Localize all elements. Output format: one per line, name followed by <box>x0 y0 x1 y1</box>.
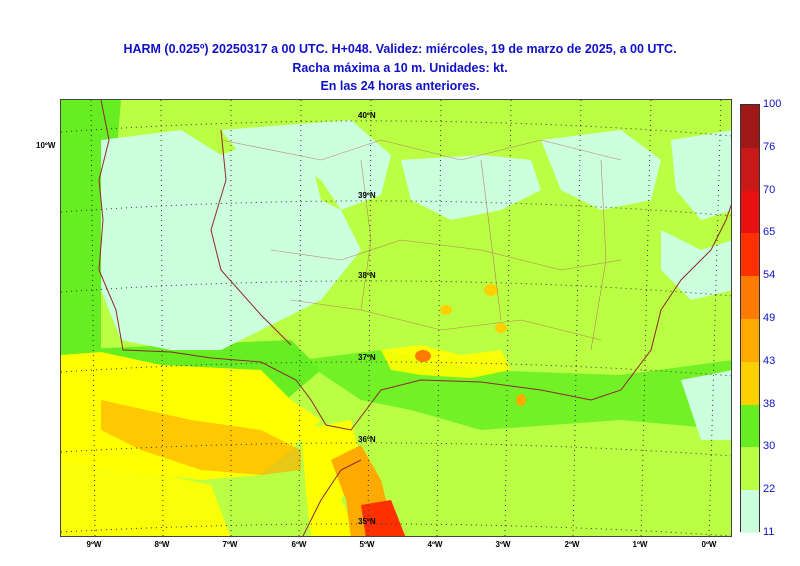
graticule <box>61 100 731 536</box>
southeast-calm <box>681 370 731 440</box>
map-canvas <box>61 100 731 536</box>
lat-label-40: 40ºN <box>358 111 376 120</box>
lat-label-38: 38ºN <box>358 271 376 280</box>
lon-label-0w: 0ºW <box>701 540 717 549</box>
madrid-calm <box>401 155 541 220</box>
lat-label-35: 35ºN <box>358 517 376 526</box>
cordoba-hotspot <box>440 305 452 315</box>
lon-label-9w: 9ºW <box>86 540 102 549</box>
title-line-1: HARM (0.025º) 20250317 a 00 UTC. H+048. … <box>123 42 677 56</box>
admin-borders <box>220 139 622 351</box>
strait-red <box>361 500 406 536</box>
legend-step <box>741 147 759 192</box>
lat-label-36: 36ºN <box>358 435 376 444</box>
legend-tick-label: 65 <box>763 226 776 239</box>
strait-yellow <box>301 420 361 536</box>
legend-step <box>741 447 759 491</box>
granada-hotspot <box>495 323 507 333</box>
lat-label-39: 39ºN <box>358 191 376 200</box>
lon-label-1w: 1ºW <box>632 540 648 549</box>
legend-step <box>741 404 759 448</box>
legend-tick-label: 70 <box>763 183 776 196</box>
lon-label-4w: 4ºW <box>427 540 443 549</box>
legend-tick-label: 43 <box>763 354 776 367</box>
east-calm <box>671 130 731 220</box>
legend-tick-label: 100 <box>763 98 782 110</box>
legend-tick-label: 30 <box>763 440 776 453</box>
legend-tick-label: 11 <box>763 526 775 538</box>
title-line-3: En las 24 horas anteriores. <box>320 79 480 93</box>
lon-label-5w: 5ºW <box>359 540 375 549</box>
side-longitude-label: 10ºW <box>36 141 56 150</box>
legend-tick-label: 54 <box>763 269 776 282</box>
northeast-calm <box>541 130 661 210</box>
color-legend <box>740 104 760 534</box>
lat-label-37: 37ºN <box>358 353 376 362</box>
title-line-2: Racha máxima a 10 m. Unidades: kt. <box>292 60 508 75</box>
gulf-cadiz-orange <box>101 400 301 475</box>
andalusia-yellow-band <box>381 345 511 378</box>
north-central-calm <box>221 120 391 210</box>
legend-step <box>741 233 759 277</box>
legend-tick-label: 38 <box>763 397 776 410</box>
alboran-hotspot <box>516 394 526 406</box>
legend-tick-label: 49 <box>763 312 776 324</box>
legend-step <box>741 190 759 234</box>
lon-label-3w: 3ºW <box>495 540 511 549</box>
legend-step <box>741 105 759 149</box>
coastline <box>98 100 731 536</box>
legend-step <box>741 276 759 320</box>
legend-tick-label: 22 <box>763 483 776 496</box>
sierra-nevada-core <box>415 350 431 362</box>
lon-label-7w: 7ºW <box>222 540 238 549</box>
lon-label-8w: 8ºW <box>154 540 170 549</box>
legend-step <box>741 490 759 534</box>
legend-step <box>741 361 759 406</box>
legend-tick-label: 76 <box>763 140 776 153</box>
legend-step <box>741 319 759 363</box>
wind-gust-map <box>60 99 732 537</box>
lon-label-2w: 2ºW <box>564 540 580 549</box>
map-title: HARM (0.025º) 20250317 a 00 UTC. H+048. … <box>0 40 800 96</box>
lon-label-6w: 6ºW <box>291 540 307 549</box>
jaen-hotspot <box>484 284 498 296</box>
southwest-sea-yellow <box>61 460 231 536</box>
